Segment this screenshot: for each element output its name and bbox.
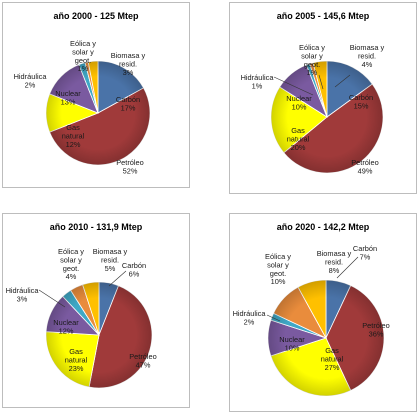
pie-chart: Carbón 15% Petróleo 49% Gas natural 20% Nuclear… bbox=[241, 43, 385, 175]
chart-panel-2010: año 2010 - 131,9 Mtep Carbón 6% Petróleo 47… bbox=[2, 213, 190, 408]
data-label-hidraulica: Hidráulica 1% bbox=[241, 73, 275, 90]
data-label-nuclear: Nuclear 12% bbox=[53, 318, 79, 335]
pie-chart: Carbón 6% Petróleo 47% Gas natural 23% Nuclear 1… bbox=[6, 247, 157, 389]
data-label-carbon: Carbón 6% bbox=[122, 261, 146, 278]
data-label-gas-natural: Gas natural 12% bbox=[62, 123, 85, 149]
data-label-eolica-y-solar-y-geot: Eólica y solar y geot. 10% bbox=[265, 252, 291, 286]
data-label-gas-natural: Gas natural 23% bbox=[65, 347, 88, 373]
data-label-petroleo: Petróleo 36% bbox=[362, 321, 390, 338]
leader-line-hidraulica bbox=[38, 289, 66, 308]
data-label-gas-natural: Gas natural 27% bbox=[321, 346, 344, 372]
data-label-hidraulica: Hidráulica 2% bbox=[233, 309, 267, 326]
data-label-hidraulica: Hidráulica 2% bbox=[14, 72, 48, 89]
data-label-nuclear: Nuclear 10% bbox=[279, 335, 305, 352]
pie-shading bbox=[268, 280, 384, 396]
data-label-hidraulica: Hidráulica 3% bbox=[6, 286, 40, 303]
data-label-biomasa-y-resid: Biomasa y resid. 3% bbox=[111, 51, 146, 77]
leader-line-biomasa-y-resid bbox=[334, 74, 351, 88]
leader-line-hidraulica bbox=[266, 314, 281, 322]
data-label-biomasa-y-resid: Biomasa y resid. 8% bbox=[317, 249, 352, 275]
leader-line-hidraulica bbox=[273, 76, 314, 96]
chart-title: año 2000 - 125 Mtep bbox=[53, 11, 139, 21]
data-label-nuclear: Nuclear 13% bbox=[55, 89, 81, 106]
leader-line-carbon bbox=[108, 270, 127, 287]
chart-title: año 2005 - 145,6 Mtep bbox=[276, 11, 370, 21]
data-label-carbon: Carbón 7% bbox=[353, 244, 377, 261]
data-label-carbon: Carbón 17% bbox=[116, 95, 140, 112]
data-label-biomasa-y-resid: Biomasa y resid. 5% bbox=[93, 247, 128, 273]
data-label-eolica-y-solar-y-geot: Eólica y solar y geot. 4% bbox=[58, 247, 84, 281]
data-label-petroleo: Petróleo 52% bbox=[116, 158, 144, 175]
chart-title: año 2010 - 131,9 Mtep bbox=[49, 222, 143, 232]
pie-shading bbox=[46, 282, 152, 388]
leader-line-eolica-y-solar-y-geot bbox=[318, 74, 324, 90]
data-label-eolica-y-solar-y-geot: Eólica y solar y geot. 1% bbox=[299, 43, 325, 77]
data-label-petroleo: Petróleo 49% bbox=[351, 158, 379, 175]
data-label-petroleo: Petróleo 47% bbox=[129, 352, 157, 369]
leader-line-carbon bbox=[336, 256, 359, 279]
data-label-gas-natural: Gas natural 20% bbox=[287, 126, 310, 152]
pie-chart: Carbón 17% Petróleo 52% Gas natural 12% Nuclear… bbox=[14, 39, 151, 175]
pie-shading bbox=[271, 61, 383, 173]
chart-panel-2000: año 2000 - 125 Mtep Carbón 17% Petróleo 52%… bbox=[2, 2, 190, 188]
data-label-carbon: Carbón 15% bbox=[349, 93, 373, 110]
pie-chart: Carbón 7% Petróleo 36% Gas natural 27% Nuclear 1… bbox=[233, 244, 390, 397]
chart-panel-2005: año 2005 - 145,6 Mtep Carbón 15% Petróleo 4… bbox=[229, 2, 417, 194]
data-label-biomasa-y-resid: Biomasa y resid. 4% bbox=[350, 43, 385, 69]
chart-title: año 2020 - 142,2 Mtep bbox=[276, 222, 370, 232]
data-label-eolica-y-solar-y-geot: Eólica y solar y geot. 1% bbox=[70, 39, 96, 73]
data-label-nuclear: Nuclear 10% bbox=[286, 94, 312, 111]
chart-panel-2020: año 2020 - 142,2 Mtep Carbón 7% Petróleo 36… bbox=[229, 213, 417, 412]
pie-shading bbox=[46, 61, 150, 165]
